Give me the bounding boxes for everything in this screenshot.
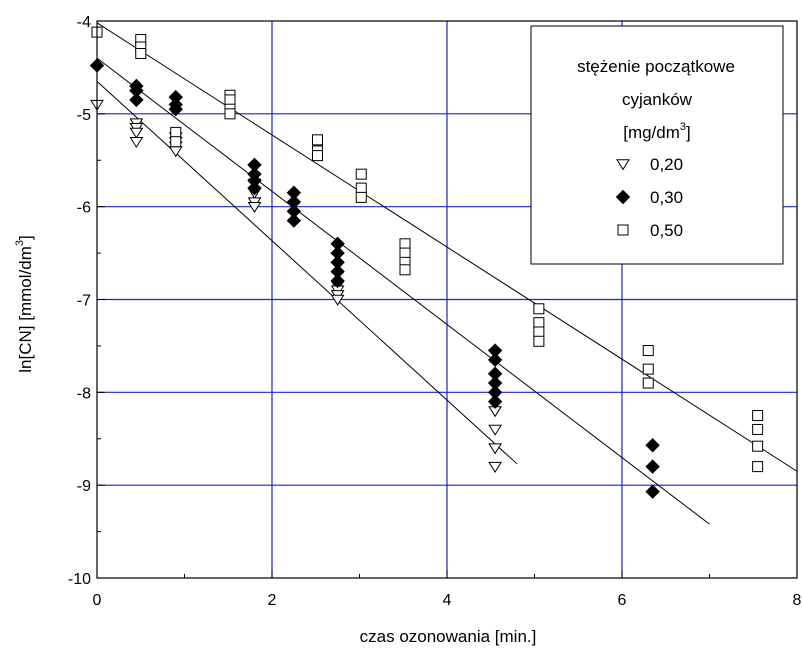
legend-unit: [mg/dm3] [623,121,691,142]
data-point [533,326,545,338]
data-point [129,136,144,149]
data-point [533,335,545,347]
fit-line [96,57,710,525]
y-tick-label: -10 [68,571,91,588]
legend-marker [615,189,631,205]
fit-lines [96,22,798,525]
data-point [752,423,764,435]
legend-unit-prefix: [mg/dm [623,123,680,142]
data-point [487,352,503,368]
legend-marker [616,159,630,171]
data-point [247,180,262,196]
data-point [642,377,654,389]
legend-label: 0,20 [650,155,683,174]
legend-unit-sup: 3 [680,121,686,133]
data-point [129,127,144,139]
legend-title-line2: cyjanków [622,90,693,109]
data-point [312,150,323,162]
x-tick-label: 0 [93,592,102,609]
data-point [170,126,182,138]
data-point [752,410,764,422]
legend-marker [617,224,629,236]
data-point [224,108,236,120]
data-point [488,461,503,473]
tick-labels: 0 2 4 6 8 -4 -5 -6 -7 -8 -9 -10 [68,14,802,609]
data-point [168,101,183,117]
fit-line [96,22,798,472]
y-axis-label-end: ] [16,235,35,240]
legend-unit-suffix: ] [686,123,691,142]
data-point [129,92,144,108]
data-point [642,345,654,357]
fit-line [96,80,518,465]
data-point [488,443,503,455]
data-points [89,26,764,499]
data-point [399,238,411,250]
data-point [752,440,764,452]
data-point [330,294,345,306]
data-point [355,182,367,194]
data-point [533,317,545,329]
data-point [752,461,764,473]
legend-label: 0,50 [650,221,683,240]
data-point [224,94,236,106]
y-tick-label: -5 [77,107,91,124]
y-tick-label: -4 [77,14,91,31]
data-point [330,273,345,289]
x-tick-label: 4 [443,592,452,609]
data-point [645,484,660,499]
data-point [355,191,367,203]
x-tick-label: 2 [268,592,277,609]
axis-ticks [96,20,798,579]
data-point [645,438,660,453]
data-point [135,47,147,59]
x-tick-label: 6 [618,592,627,609]
legend-title-line1: stężenie początkowe [577,57,735,76]
y-tick-label: -8 [77,385,91,402]
data-point [488,424,503,436]
y-tick-label: -6 [77,200,91,217]
legend-label: 0,30 [650,188,683,207]
x-axis-label: czas ozonowania [min.] [360,627,537,646]
data-point [170,136,182,148]
y-tick-label: -7 [77,293,91,310]
legend-box [530,25,784,265]
y-axis-label-sup: 3 [14,240,26,246]
y-tick-label: -9 [77,478,91,495]
data-point [642,363,654,375]
y-axis-label-main: ln[CN] [mmol/dm [16,246,35,373]
data-point [247,201,262,214]
data-point [286,213,302,228]
legend: stężenie początkowe cyjanków [mg/dm3] 0,… [530,25,784,265]
data-point [533,303,545,315]
x-tick-label: 8 [793,592,802,609]
data-point [399,264,411,276]
y-axis-label: ln[CN] [mmol/dm3] [14,235,35,372]
data-point [645,459,660,474]
data-point [487,394,503,409]
data-point [312,134,323,146]
data-point [355,168,367,180]
data-point [399,247,411,259]
legend-entries: 0,20 0,30 0,50 [615,155,683,240]
